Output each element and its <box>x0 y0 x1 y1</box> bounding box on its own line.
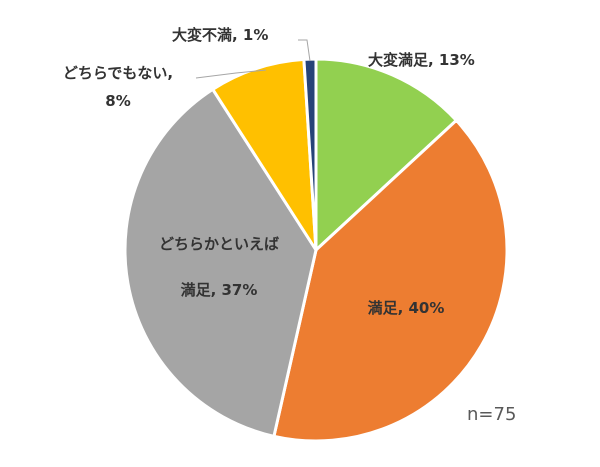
data-labels: 大変満足, 13% 満足, 40% どちらかといえば 満足, 37% どちらでも… <box>63 26 475 317</box>
pie-slice-3 <box>211 57 318 252</box>
label-manzoku: 満足, 40% <box>368 299 445 317</box>
pie-slices <box>123 57 509 443</box>
pie-slice-0 <box>314 57 458 252</box>
leader-line-taihenfuman <box>298 39 311 62</box>
label-dochiraademonai-line2: 8% <box>105 92 130 110</box>
label-taihenfuman: 大変不満, 1% <box>172 26 268 44</box>
leader-lines <box>195 39 311 79</box>
leader-line-dochiraademonai <box>195 69 267 79</box>
label-dochiraka-line1: どちらかといえば <box>159 235 279 253</box>
label-dochiraademonai-line1: どちらでもない, <box>63 64 173 82</box>
sample-size-label: n=75 <box>467 404 516 425</box>
label-taihenmanzoku: 大変満足, 13% <box>368 51 475 69</box>
label-dochiraka-line2: 満足, 37% <box>181 281 258 299</box>
pie-slice-1 <box>272 118 509 443</box>
